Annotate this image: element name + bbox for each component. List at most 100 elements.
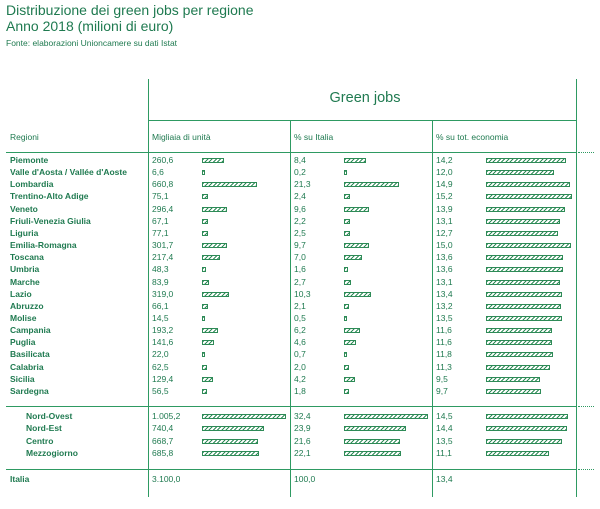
region-row-value-migliaia: 48,3 bbox=[152, 264, 169, 274]
region-row-bar-economia bbox=[486, 170, 554, 175]
macro-row-bar-migliaia bbox=[202, 426, 264, 431]
region-row-bar-migliaia bbox=[202, 158, 224, 163]
column-divider-3 bbox=[432, 120, 433, 497]
region-row-bar-italia bbox=[344, 219, 350, 224]
region-row-bar-italia bbox=[344, 340, 356, 345]
region-row-value-italia: 7,0 bbox=[294, 252, 306, 262]
region-row-value-migliaia: 660,8 bbox=[152, 179, 174, 189]
group-title-green-jobs: Green jobs bbox=[329, 90, 401, 106]
region-row-label: Abruzzo bbox=[10, 301, 44, 311]
region-row-bar-italia bbox=[344, 158, 366, 163]
macro-row-label: Nord-Est bbox=[26, 423, 62, 433]
macro-row-bar-economia bbox=[486, 439, 562, 444]
region-row-label: Toscana bbox=[10, 252, 44, 262]
column-header-regioni: Regioni bbox=[10, 132, 39, 142]
region-row-bar-migliaia bbox=[202, 352, 205, 357]
macro-row-bar-migliaia bbox=[202, 414, 286, 419]
chart-subtitle: Anno 2018 (milioni di euro) bbox=[6, 18, 174, 34]
region-row-value-economia: 14,2 bbox=[436, 155, 453, 165]
region-row-value-italia: 2,4 bbox=[294, 191, 306, 201]
region-row-bar-migliaia bbox=[202, 170, 205, 175]
region-row-bar-economia bbox=[486, 158, 566, 163]
region-row-value-italia: 0,7 bbox=[294, 349, 306, 359]
region-row-bar-migliaia bbox=[202, 194, 208, 199]
region-row-value-economia: 9,7 bbox=[436, 386, 448, 396]
total-value-migliaia: 3.100,0 bbox=[152, 474, 181, 484]
region-row-bar-italia bbox=[344, 182, 399, 187]
region-row-bar-migliaia bbox=[202, 219, 208, 224]
region-row-bar-italia bbox=[344, 255, 362, 260]
region-row-label: Sardegna bbox=[10, 386, 49, 396]
region-row-value-migliaia: 14,5 bbox=[152, 313, 169, 323]
region-row-label: Liguria bbox=[10, 228, 39, 238]
region-row-label: Lombardia bbox=[10, 179, 54, 189]
region-row-value-migliaia: 217,4 bbox=[152, 252, 174, 262]
macro-row-value-economia: 13,5 bbox=[436, 436, 453, 446]
column-header-migliaia: Migliaia di unità bbox=[152, 132, 211, 142]
macro-row-value-economia: 11,1 bbox=[436, 448, 452, 458]
macro-row-value-italia: 21,6 bbox=[294, 436, 311, 446]
region-row-bar-italia bbox=[344, 304, 349, 309]
column-divider-1 bbox=[148, 79, 149, 497]
region-row-bar-economia bbox=[486, 292, 562, 297]
region-row-bar-migliaia bbox=[202, 280, 209, 285]
region-row-value-migliaia: 296,4 bbox=[152, 204, 174, 214]
region-row-bar-italia bbox=[344, 328, 360, 333]
region-row-value-italia: 2,1 bbox=[294, 301, 306, 311]
region-row-label: Friuli-Venezia Giulia bbox=[10, 216, 91, 226]
region-row-label: Emilia-Romagna bbox=[10, 240, 77, 250]
macro-row-bar-migliaia bbox=[202, 451, 259, 456]
macro-row-value-italia: 22,1 bbox=[294, 448, 311, 458]
region-row-bar-economia bbox=[486, 389, 541, 394]
region-row-value-italia: 1,6 bbox=[294, 264, 306, 274]
macro-row-bar-italia bbox=[344, 439, 400, 444]
macro-row-bar-economia bbox=[486, 451, 549, 456]
region-row-value-italia: 9,7 bbox=[294, 240, 306, 250]
region-row-value-italia: 2,5 bbox=[294, 228, 306, 238]
region-row-value-migliaia: 141,6 bbox=[152, 337, 174, 347]
region-row-label: Trentino-Alto Adige bbox=[10, 191, 89, 201]
region-row-label: Lazio bbox=[10, 289, 32, 299]
region-row-bar-economia bbox=[486, 365, 550, 370]
region-row-value-economia: 14,9 bbox=[436, 179, 453, 189]
region-row-bar-economia bbox=[486, 194, 572, 199]
region-row-bar-migliaia bbox=[202, 182, 257, 187]
total-label: Italia bbox=[10, 474, 30, 484]
region-row-value-economia: 11,6 bbox=[436, 325, 452, 335]
macro-row-value-economia: 14,5 bbox=[436, 411, 453, 421]
region-row-bar-migliaia bbox=[202, 243, 227, 248]
region-row-value-economia: 11,3 bbox=[436, 362, 452, 372]
region-row-bar-migliaia bbox=[202, 231, 208, 236]
macro-row-bar-italia bbox=[344, 414, 428, 419]
region-row-value-italia: 10,3 bbox=[294, 289, 311, 299]
column-header-economia: % su tot. economia bbox=[436, 132, 509, 142]
region-row-label: Campania bbox=[10, 325, 51, 335]
region-row-bar-italia bbox=[344, 365, 349, 370]
region-row-value-italia: 2,7 bbox=[294, 277, 306, 287]
region-row-value-italia: 1,8 bbox=[294, 386, 306, 396]
region-row-value-migliaia: 56,5 bbox=[152, 386, 169, 396]
region-row-value-migliaia: 319,0 bbox=[152, 289, 174, 299]
region-row-value-economia: 13,2 bbox=[436, 301, 453, 311]
region-row-label: Veneto bbox=[10, 204, 38, 214]
source-note: Fonte: elaborazioni Unioncamere su dati … bbox=[6, 38, 178, 48]
region-row-bar-italia bbox=[344, 231, 350, 236]
region-row-bar-migliaia bbox=[202, 389, 207, 394]
region-row-bar-italia bbox=[344, 170, 347, 175]
total-value-italia: 100,0 bbox=[294, 474, 316, 484]
total-section-rule bbox=[6, 469, 577, 470]
region-row-value-economia: 13,9 bbox=[436, 204, 453, 214]
region-row-value-italia: 9,6 bbox=[294, 204, 306, 214]
region-row-value-economia: 9,5 bbox=[436, 374, 448, 384]
region-row-bar-economia bbox=[486, 219, 560, 224]
region-row-bar-migliaia bbox=[202, 255, 220, 260]
region-row-bar-migliaia bbox=[202, 304, 208, 309]
region-row-value-migliaia: 67,1 bbox=[152, 216, 169, 226]
region-row-bar-economia bbox=[486, 377, 540, 382]
region-row-bar-migliaia bbox=[202, 267, 206, 272]
region-row-value-italia: 21,3 bbox=[294, 179, 311, 189]
region-row-value-italia: 8,4 bbox=[294, 155, 306, 165]
macro-row-bar-economia bbox=[486, 414, 568, 419]
region-row-bar-italia bbox=[344, 316, 347, 321]
